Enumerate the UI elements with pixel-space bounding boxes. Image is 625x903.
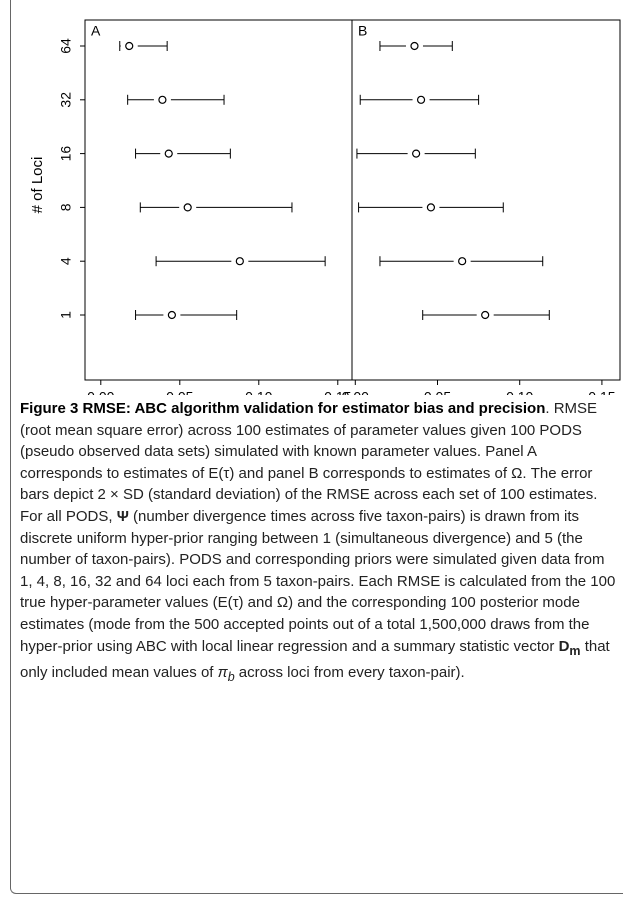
- x-tick-label: 0.05: [166, 389, 193, 395]
- caption: Figure 3 RMSE: ABC algorithm validation …: [20, 398, 617, 689]
- caption-text: . RMSE (root mean square error) across 1…: [20, 400, 598, 525]
- point: [158, 95, 167, 104]
- plot-frame: [84, 19, 353, 381]
- point: [125, 41, 134, 51]
- plot-frame: [351, 19, 621, 381]
- panel-label: A: [91, 23, 101, 39]
- caption-text: across loci from every taxon-pair).: [234, 664, 465, 682]
- figure-frame: [10, 0, 623, 894]
- y-tick-label: 16: [58, 146, 74, 162]
- x-tick-label: 0.00: [87, 389, 114, 395]
- x-tick-label: 0.00: [342, 389, 369, 395]
- y-tick-label: 8: [58, 203, 74, 211]
- x-tick-label: 0.10: [245, 389, 272, 395]
- caption-symbol: π: [217, 664, 228, 682]
- y-axis-label: # of Loci: [29, 157, 46, 214]
- point: [167, 310, 176, 320]
- point: [458, 257, 467, 266]
- x-tick-label: 0.10: [506, 389, 533, 395]
- y-tick-label: 1: [58, 311, 74, 319]
- caption-text: (number divergence times across five tax…: [20, 507, 616, 655]
- y-tick-label: 4: [58, 257, 74, 265]
- point: [164, 149, 173, 158]
- y-tick-label: 32: [58, 92, 74, 108]
- point: [416, 95, 426, 104]
- caption-title: Figure 3 RMSE: ABC algorithm validation …: [20, 400, 546, 417]
- caption-subscript: m: [569, 643, 581, 658]
- x-tick-label: 0.05: [424, 389, 451, 395]
- chart: A0.000.050.100.15RMSE E(τ)# of Loci14816…: [29, 19, 621, 395]
- point: [481, 310, 490, 320]
- point: [235, 257, 244, 266]
- x-tick-label: 0.15: [324, 389, 351, 395]
- point: [412, 149, 421, 158]
- point: [426, 203, 436, 212]
- point: [183, 203, 192, 212]
- caption-symbol: Ψ: [116, 507, 129, 525]
- caption-subscript: b: [227, 670, 235, 685]
- caption-text: that only included mean values of: [20, 637, 610, 682]
- point: [410, 41, 419, 51]
- y-tick-label: 64: [58, 38, 74, 54]
- panel-label: B: [358, 23, 367, 39]
- x-tick-label: 0.15: [588, 389, 615, 395]
- caption-symbol: D: [558, 637, 570, 655]
